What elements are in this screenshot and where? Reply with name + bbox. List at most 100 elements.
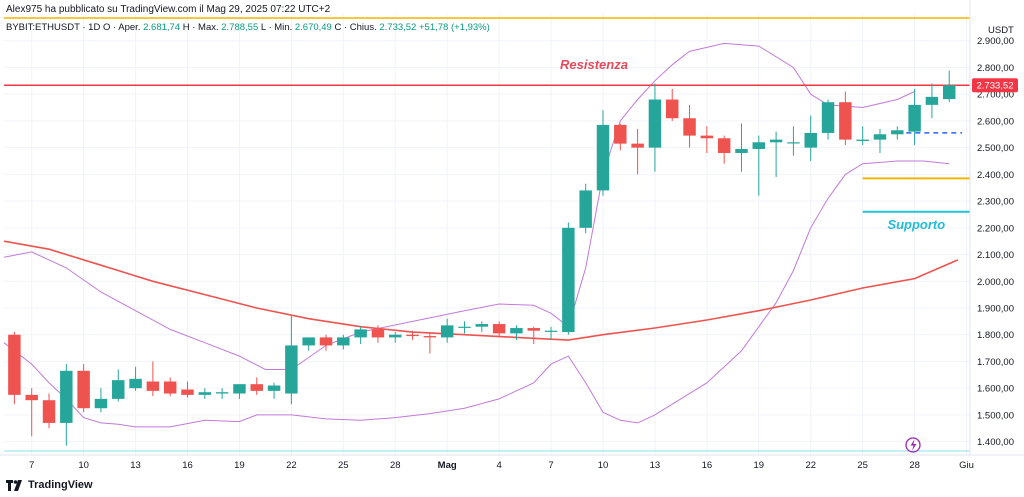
symbol-name: BYBIT:ETHUSDT · 1D: [6, 22, 101, 33]
last-price-tag: [972, 78, 1018, 93]
candle-body: [285, 345, 298, 394]
open-label: O · Aper.: [102, 22, 141, 33]
candle-body: [60, 370, 73, 423]
candle-body: [94, 398, 108, 409]
brand-name: TradingView: [28, 479, 93, 491]
time-tick-label: 16: [182, 460, 193, 471]
time-tick-label: 28: [909, 460, 920, 471]
candle-body: [891, 130, 904, 135]
lightning-icon-circle: [905, 437, 921, 453]
candle-body: [614, 124, 627, 144]
candlesticks: [8, 70, 956, 446]
candle-body: [458, 326, 471, 328]
candle-body: [371, 329, 385, 338]
candle-body: [475, 324, 489, 327]
candle-body: [267, 385, 281, 391]
candle-body: [319, 337, 333, 346]
price-tick-label: 1.800,00: [977, 330, 1014, 341]
low-label: L · Min.: [260, 22, 293, 33]
candle-body: [769, 139, 783, 143]
candle-body: [579, 190, 592, 228]
lightning-icon-glyph: [910, 439, 917, 451]
candle-body: [423, 336, 437, 338]
candle-body: [337, 337, 350, 346]
price-tick-label: 2.300,00: [977, 197, 1014, 208]
candle-body: [181, 389, 194, 395]
candle-body: [925, 96, 939, 105]
publisher-line: Alex975 ha pubblicato su TradingView.com…: [6, 4, 331, 15]
high-label: H · Max.: [182, 22, 219, 33]
moving-average-line: [3, 240, 959, 341]
bollinger-bands: [3, 42, 950, 428]
price-tick-label: 2.100,00: [977, 250, 1014, 261]
time-tick-label: 10: [78, 460, 89, 471]
time-tick-label: 19: [234, 460, 245, 471]
time-tick-label: 25: [857, 460, 868, 471]
candle-body: [596, 124, 610, 191]
candle-body: [250, 384, 263, 391]
candle-body: [440, 325, 454, 338]
candle-body: [648, 99, 662, 148]
time-tick-label: 7: [548, 460, 553, 471]
price-tick-label: 2.900,00: [977, 36, 1014, 47]
price-axis-currency: USDT: [988, 25, 1014, 36]
candle-body: [562, 227, 575, 333]
high-value: 2.788,55: [221, 22, 259, 33]
candle-body: [8, 334, 21, 395]
low-value: 2.670,49: [294, 22, 332, 33]
time-tick-label: 16: [702, 460, 713, 471]
candle-body: [354, 329, 367, 338]
time-axis[interactable]: 7 10 13 16 19 22 25 28 Mag 4 7 10 13 16 19 22 25 28 Giu: [0, 454, 1024, 471]
candle-body: [717, 138, 731, 153]
price-tick-label: 2.500,00: [977, 143, 1014, 154]
candle-body: [233, 384, 246, 394]
candle-body: [804, 132, 817, 148]
price-tick-label: 2.700,00: [977, 90, 1014, 101]
candle-body: [302, 337, 315, 346]
horizontal-levels: [4, 17, 970, 452]
candle-body: [25, 394, 38, 401]
moving-average: [3, 240, 959, 341]
candle-body: [163, 381, 177, 394]
price-tick-label: 1.400,00: [977, 437, 1014, 448]
tradingview-logo-icon: [6, 479, 22, 491]
candle-body: [631, 143, 644, 148]
time-tick-label: Mag: [438, 460, 457, 471]
price-axis[interactable]: USDT 1.400,00 1.500,00 1.600,00 1.700,00 1.80…: [969, 0, 1018, 455]
candle-body: [873, 134, 887, 140]
time-tick-label: 28: [390, 460, 401, 471]
candle-body: [77, 370, 90, 409]
candle-body: [856, 139, 869, 141]
candle-body: [735, 148, 748, 153]
support-label: Supporto: [887, 217, 945, 232]
time-tick-label: 25: [338, 460, 349, 471]
price-tick-label: 2.200,00: [977, 223, 1014, 234]
time-tick-label: 4: [496, 460, 501, 471]
bollinger-lower-line: [3, 160, 950, 428]
candle-body: [752, 142, 766, 149]
time-tick-label: 19: [754, 460, 765, 471]
price-tick-label: 2.000,00: [977, 277, 1014, 288]
candle-body: [700, 135, 714, 139]
price-tick-label: 1.500,00: [977, 410, 1014, 421]
candle-body: [389, 334, 402, 338]
open-value: 2.681,74: [143, 22, 181, 33]
price-tick-label: 2.800,00: [977, 63, 1014, 74]
candle-body: [666, 99, 679, 119]
time-tick-label: 22: [805, 460, 816, 471]
candle-body: [787, 142, 800, 144]
candle-body: [42, 400, 56, 423]
candle-body: [942, 85, 956, 100]
chart-annotations: Resistenza Supporto: [560, 57, 945, 232]
candle-body: [908, 104, 921, 132]
price-tick-label: 2.400,00: [977, 170, 1014, 181]
candle-body: [544, 330, 558, 332]
candle-body: [492, 324, 506, 334]
time-tick-label: 22: [286, 460, 297, 471]
candle-body: [129, 378, 142, 389]
lightning-icon[interactable]: [905, 437, 921, 453]
chart-grid: [4, 14, 970, 455]
close-value: 2.733,52: [379, 22, 417, 33]
tradingview-logo[interactable]: TradingView: [6, 479, 93, 491]
